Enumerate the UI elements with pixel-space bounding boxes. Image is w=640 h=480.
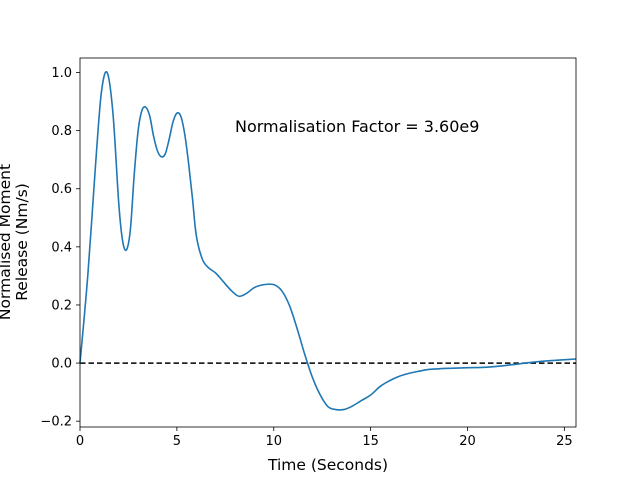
y-tick-label: 0.0 (51, 357, 72, 372)
series-line-1 (79, 70, 577, 411)
y-axis-label: Normalised Moment Release (Nm/s) (0, 164, 31, 320)
y-tick-label: 0.8 (51, 124, 72, 139)
normalisation-factor-annotation: Normalisation Factor = 3.60e9 (235, 117, 479, 136)
x-tick-label: 0 (76, 434, 84, 449)
x-axis-label: Time (Seconds) (267, 456, 388, 474)
y-axis-ticks: −0.2 0.0 0.2 0.4 0.6 0.8 1.0 (40, 66, 80, 430)
x-tick-label: 25 (556, 434, 573, 449)
axes-frame (79, 57, 577, 428)
x-axis-ticks: 0 5 10 15 20 25 (76, 427, 573, 449)
y-axis-label-line-2: Release (Nm/s) (13, 183, 31, 301)
y-tick-label: 0.2 (51, 298, 72, 313)
y-tick-label: 1.0 (51, 66, 72, 81)
y-tick-label: 0.4 (51, 240, 72, 255)
x-tick-label: 20 (459, 434, 476, 449)
y-tick-label: 0.6 (51, 182, 72, 197)
y-tick-label: −0.2 (40, 415, 72, 430)
x-tick-label: 15 (362, 434, 379, 449)
x-tick-label: 10 (265, 434, 282, 449)
plot-area (79, 70, 577, 411)
y-axis-label-line-1: Normalised Moment (0, 164, 14, 320)
x-tick-label: 5 (173, 434, 181, 449)
